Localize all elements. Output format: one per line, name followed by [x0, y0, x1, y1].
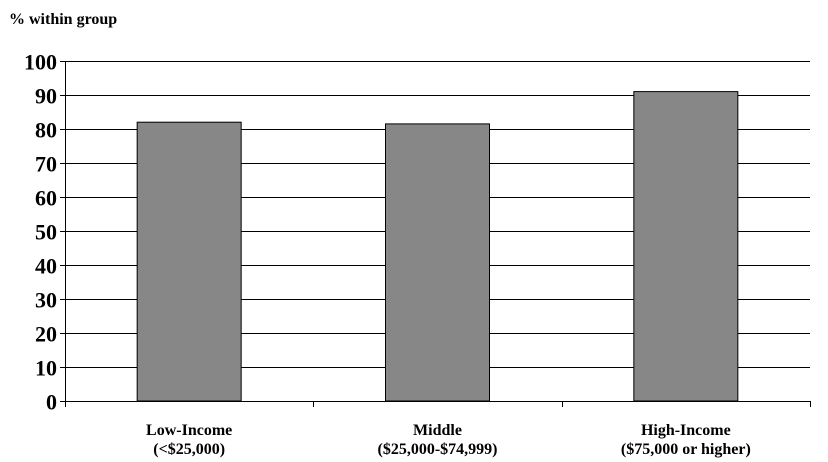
bar — [385, 123, 490, 402]
y-tick-labels: 0 10 20 30 40 50 60 70 80 90 100 — [24, 50, 57, 415]
y-tick-label: 100 — [24, 50, 57, 75]
y-tick-label: 90 — [35, 84, 57, 109]
bar — [633, 91, 739, 402]
y-tick-label: 50 — [35, 220, 57, 245]
x-tick-labels: Low-Income (<$25,000) Middle ($25,000-$74,9… — [146, 422, 751, 458]
y-tick-label: 80 — [35, 118, 57, 143]
y-tick-label: 20 — [35, 322, 57, 347]
y-tick-label: 10 — [35, 356, 57, 381]
y-tick-label: 30 — [35, 288, 57, 313]
bar — [136, 121, 242, 402]
bars — [136, 91, 739, 402]
x-tick-label-line: (<$25,000) — [153, 441, 225, 458]
y-tick-label: 60 — [35, 186, 57, 211]
y-axis-label: % within group — [9, 11, 117, 28]
x-tick-label-line: ($25,000-$74,999) — [378, 441, 498, 458]
x-tick-label-line: High-Income — [641, 422, 731, 439]
axes — [60, 61, 811, 407]
x-tick-label: Middle ($25,000-$74,999) — [378, 422, 498, 458]
x-tick-label-line: ($75,000 or higher) — [621, 441, 751, 458]
x-tick-label: Low-Income (<$25,000) — [146, 422, 232, 458]
x-tick-label-line: Middle — [413, 422, 462, 439]
y-tick-label: 0 — [46, 390, 57, 415]
x-tick-label-line: Low-Income — [146, 422, 232, 439]
x-tick-label: High-Income ($75,000 or higher) — [621, 422, 751, 458]
y-tick-label: 40 — [35, 254, 57, 279]
y-tick-label: 70 — [35, 152, 57, 177]
